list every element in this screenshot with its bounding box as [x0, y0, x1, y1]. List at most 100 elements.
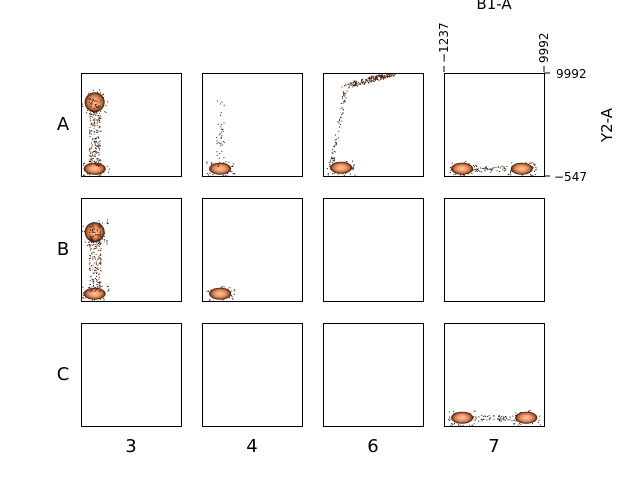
- event-dot: [90, 123, 92, 125]
- event-dot: [89, 268, 91, 270]
- event-dot: [97, 240, 99, 242]
- y-tick-label-min: −547: [554, 170, 587, 184]
- event-dot: [373, 75, 375, 77]
- event-dot: [98, 117, 100, 119]
- population-c7-0: [448, 410, 477, 426]
- event-dot: [98, 127, 100, 129]
- event-dot: [389, 74, 391, 76]
- event-dot: [344, 100, 346, 102]
- event-dot: [354, 84, 356, 86]
- event-dot: [381, 75, 383, 76]
- event-dot: [89, 160, 91, 162]
- event-dot: [95, 129, 97, 131]
- event-dot: [476, 169, 478, 171]
- event-dot: [497, 418, 499, 419]
- event-dot: [366, 81, 368, 82]
- event-dot: [97, 115, 99, 117]
- event-dot: [233, 173, 235, 175]
- event-dot: [96, 239, 98, 241]
- well-frame: [444, 198, 545, 302]
- event-dot: [95, 103, 97, 105]
- event-dot: [100, 110, 102, 112]
- col-label-3: 3: [125, 436, 136, 457]
- event-dot: [385, 75, 387, 77]
- x-tick-label-min: −1237: [437, 22, 451, 63]
- event-dot: [221, 131, 223, 133]
- event-dot: [500, 418, 502, 420]
- event-dot: [99, 239, 101, 241]
- event-dot: [453, 410, 455, 412]
- event-dot: [94, 151, 96, 152]
- event-dot: [94, 270, 95, 272]
- event-dot: [96, 131, 98, 133]
- event-dot: [353, 164, 355, 166]
- population-b3-2: [88, 223, 102, 292]
- well-a4: [202, 73, 303, 177]
- event-dot: [89, 115, 91, 117]
- event-dot: [327, 174, 329, 176]
- event-dot: [356, 85, 358, 87]
- event-dot: [531, 161, 533, 163]
- event-dot: [358, 83, 360, 85]
- event-dot: [453, 174, 455, 176]
- event-dot: [338, 137, 340, 139]
- well-b6: [323, 198, 424, 302]
- event-dot: [381, 77, 383, 78]
- event-dot: [503, 416, 505, 418]
- event-dot: [365, 81, 367, 83]
- event-dot: [512, 415, 514, 417]
- event-dot: [90, 266, 92, 268]
- event-dot: [100, 270, 102, 272]
- event-dot: [376, 77, 378, 79]
- event-dot: [91, 122, 93, 124]
- event-dot: [105, 111, 107, 113]
- event-dot: [485, 416, 487, 418]
- event-dot: [475, 168, 477, 170]
- event-dot: [220, 124, 222, 125]
- event-dot: [342, 109, 344, 111]
- event-dot: [222, 299, 224, 301]
- event-dot: [92, 231, 94, 233]
- event-dot: [360, 79, 362, 81]
- event-dot: [92, 138, 94, 140]
- event-dot: [383, 78, 384, 80]
- event-dot: [339, 118, 340, 120]
- event-dot: [100, 298, 102, 300]
- population-a6-0: [326, 160, 356, 176]
- event-dot: [231, 165, 233, 167]
- event-dot: [217, 166, 219, 168]
- event-dot: [471, 172, 473, 174]
- event-dot: [376, 78, 378, 80]
- event-dot: [373, 79, 375, 81]
- event-dot: [88, 92, 90, 94]
- event-dot: [95, 140, 97, 142]
- event-dot: [343, 93, 345, 95]
- col-label-4: 4: [246, 436, 257, 457]
- event-dot: [213, 300, 214, 301]
- event-dot: [377, 75, 379, 77]
- event-dot: [96, 242, 98, 244]
- event-dot: [90, 133, 92, 135]
- row-label-c: C: [57, 364, 70, 385]
- event-dot: [100, 258, 102, 260]
- event-dot: [383, 76, 385, 78]
- event-dot: [92, 98, 94, 100]
- event-dot: [96, 284, 98, 285]
- event-dot: [353, 165, 355, 167]
- event-dot: [91, 238, 93, 240]
- event-dot: [94, 123, 96, 125]
- event-dot: [91, 253, 93, 255]
- event-dot: [386, 73, 388, 75]
- event-dot: [88, 241, 90, 243]
- event-dot: [97, 146, 99, 148]
- event-dot: [383, 78, 385, 79]
- event-dot: [94, 113, 96, 115]
- event-dot: [229, 171, 231, 172]
- event-dot: [352, 86, 354, 88]
- event-dot: [91, 223, 93, 225]
- event-dot: [90, 240, 92, 242]
- event-dot: [98, 257, 100, 259]
- event-dot: [100, 130, 102, 132]
- event-dot: [98, 274, 100, 276]
- well-frame: [444, 323, 545, 427]
